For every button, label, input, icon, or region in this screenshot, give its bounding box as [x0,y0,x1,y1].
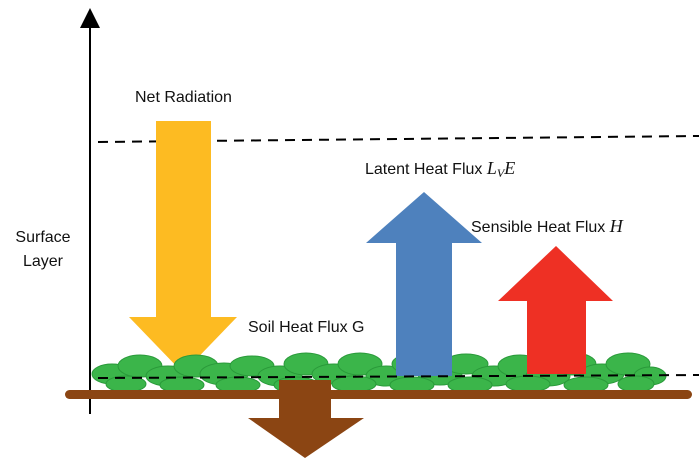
surface-layer-bottom-boundary [97,374,699,379]
soil-heat-flux-arrow [248,380,364,458]
surface-layer-label-line1: Surface [15,229,71,246]
latent-heat-flux-symbol: LVE [486,158,516,180]
vegetation-clump [617,375,655,393]
latent-heat-flux-arrow [366,192,482,376]
sensible-heat-flux-text: Sensible Heat Flux [471,219,606,236]
soil-heat-flux-label: Soil Heat Flux G [248,319,365,336]
sensible-heat-flux-label: Sensible Heat Flux H [471,216,623,238]
vegetation-clump [331,375,377,393]
vegetation-clump [505,375,551,393]
net-radiation-label: Net Radiation [135,89,232,106]
latent-heat-flux-label: Latent Heat Flux LVE [365,158,515,183]
sensible-heat-flux-arrow [498,246,613,374]
surface-layer-label: Surface Layer [8,226,78,274]
sensible-heat-flux-symbol: H [609,216,623,236]
vegetation-layer [91,352,667,394]
surface-layer-label-line2: Layer [22,253,64,270]
soil-surface-bar [65,390,692,399]
latent-heat-flux-text: Latent Heat Flux [365,161,483,178]
surface-layer-top-boundary [97,135,699,143]
net-radiation-arrow [129,121,237,373]
